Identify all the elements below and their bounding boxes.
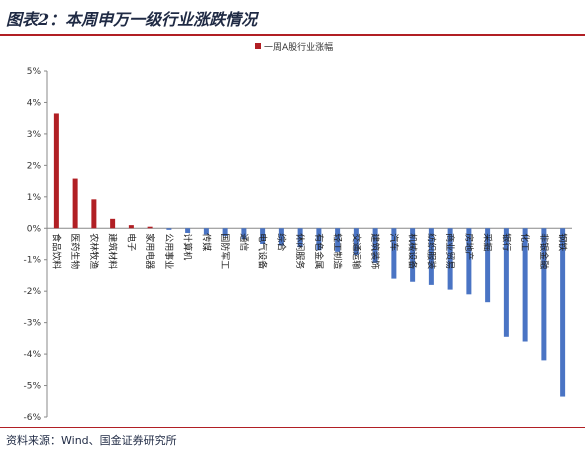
bar-商业贸易: [447, 228, 453, 290]
y-tick-label: 3%: [27, 130, 42, 140]
category-label: 交通运输: [350, 233, 362, 269]
legend-swatch: [255, 43, 261, 49]
category-label: 通信: [238, 233, 250, 251]
category-label: 非银金融: [538, 233, 550, 269]
category-label: 休闲服务: [294, 233, 306, 269]
bar-汽车: [391, 228, 397, 279]
bar-医药生物: [72, 178, 78, 229]
figure-title-bar: 图表2：本周申万一级行业涨跌情况: [0, 0, 585, 36]
bar-计算机: [185, 228, 191, 233]
bar-钢铁: [560, 228, 566, 397]
category-label: 电子: [125, 233, 137, 251]
category-label: 银行: [500, 233, 512, 251]
bar-建筑装饰: [372, 228, 378, 263]
y-tick-label: -1%: [23, 256, 41, 266]
category-label: 计算机: [182, 233, 194, 260]
category-label: 商业贸易: [444, 233, 456, 269]
category-label: 建筑装饰: [369, 233, 381, 269]
bar-传媒: [203, 228, 209, 235]
bar-非银金融: [541, 228, 547, 361]
y-tick-label: -2%: [23, 287, 41, 297]
y-tick-label: 2%: [27, 161, 42, 171]
y-tick-label: -5%: [23, 382, 41, 392]
y-tick-label: 4%: [27, 98, 42, 108]
bar-通信: [241, 228, 247, 240]
category-label: 化工: [519, 233, 531, 251]
category-label: 家用电器: [144, 233, 156, 269]
bar-机械设备: [410, 228, 416, 282]
bar-食品饮料: [53, 113, 59, 229]
bar-电子: [128, 225, 134, 229]
bar-交通运输: [353, 228, 359, 256]
category-label: 纺织服装: [425, 233, 437, 269]
category-label: 机械设备: [407, 233, 419, 269]
category-label: 采掘: [482, 233, 494, 251]
bar-房地产: [466, 228, 472, 295]
bar-建筑材料: [110, 218, 116, 229]
category-label: 医药生物: [69, 233, 81, 269]
category-label: 轻工制造: [332, 233, 344, 269]
category-label: 建筑材料: [107, 233, 119, 269]
y-tick-label: 5%: [27, 67, 42, 77]
y-tick-label: 1%: [27, 193, 42, 203]
category-label: 电气设备: [257, 233, 269, 269]
bar-采掘: [485, 228, 491, 303]
category-label: 综合: [275, 233, 287, 251]
category-label: 食品饮料: [50, 233, 62, 269]
source-note: 资料来源：Wind、国金证券研究所: [6, 434, 177, 447]
bar-农林牧渔: [91, 199, 97, 229]
bar-轻工制造: [335, 228, 341, 252]
category-label: 房地产: [463, 233, 475, 260]
y-tick-label: -6%: [23, 413, 41, 423]
bar-化工: [522, 228, 528, 342]
legend-label: 一周A股行业涨幅: [264, 41, 333, 53]
footer-rule: [0, 427, 585, 428]
bar-电气设备: [260, 228, 266, 244]
bar-国防军工: [222, 228, 228, 237]
bar-chart: 一周A股行业涨幅 5% 4% 3% 2% 1% 0% -1% -2% -3% -4% -5% -6% 食品…: [23, 41, 572, 423]
category-label: 公用事业: [163, 233, 175, 269]
chart-container: 一周A股行业涨幅 5% 4% 3% 2% 1% 0% -1% -2% -3% -4% -5% -6% 食品…: [0, 36, 585, 428]
category-label: 国防军工: [219, 233, 231, 269]
bar-综合: [278, 228, 284, 246]
category-label: 农林牧渔: [88, 233, 100, 269]
y-tick-label: 0%: [27, 224, 42, 234]
bar-银行: [503, 228, 509, 337]
bar-有色金属: [316, 228, 322, 251]
bar-休闲服务: [297, 228, 303, 248]
category-label: 钢铁: [557, 233, 569, 251]
y-tick-label: -3%: [23, 319, 41, 329]
y-tick-label: -4%: [23, 350, 41, 360]
bar-纺织服装: [428, 228, 434, 285]
category-label: 汽车: [388, 233, 400, 251]
bar-家用电器: [147, 226, 153, 229]
category-label: 有色金属: [313, 233, 325, 269]
bar-公用事业: [166, 228, 172, 230]
figure-title: 图表2：本周申万一级行业涨跌情况: [6, 10, 258, 29]
category-label: 传媒: [200, 233, 212, 251]
